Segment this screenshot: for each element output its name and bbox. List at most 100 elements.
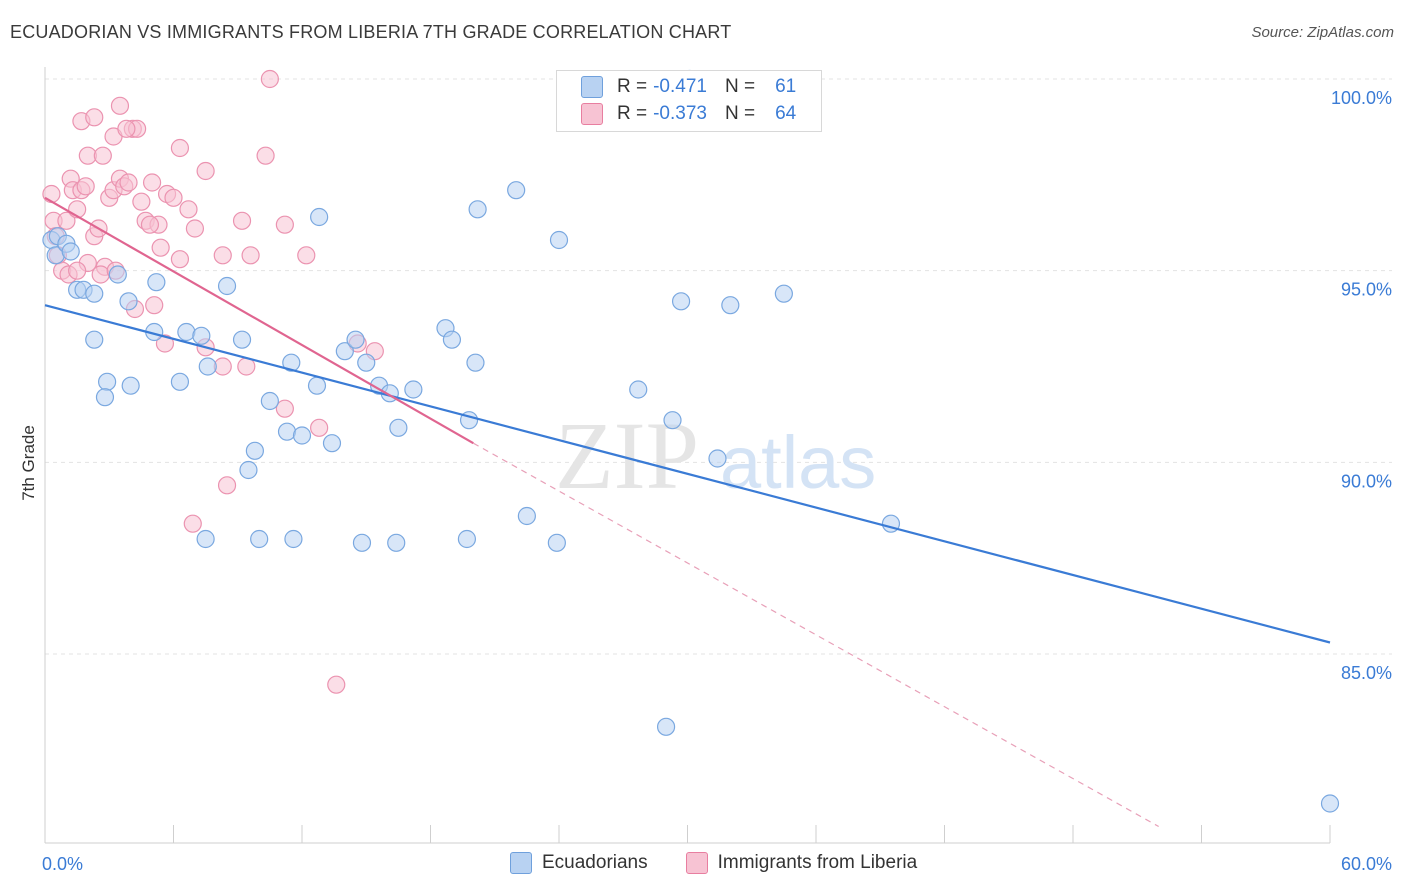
legend-r-label: R =: [617, 76, 648, 97]
point-liberia: [42, 184, 61, 204]
point-ecuadorian: [121, 376, 140, 395]
point-liberia: [145, 296, 164, 315]
y-tick-label: 95.0%: [1341, 280, 1392, 300]
legend-row-liberia: R = -0.373 N = 64: [581, 102, 796, 126]
point-ecuadorian: [239, 460, 258, 480]
point-ecuadorian: [108, 265, 127, 284]
point-liberia: [57, 211, 76, 230]
point-liberia: [119, 173, 138, 192]
point-ecuadorian: [721, 296, 740, 315]
legend-n-value: 64: [775, 103, 797, 124]
point-ecuadorian: [442, 330, 462, 349]
point-liberia: [93, 146, 112, 165]
legend-r-value: -0.373: [653, 103, 707, 124]
legend-swatch-blue: [581, 76, 603, 98]
point-ecuadorian: [708, 449, 727, 468]
legend-n-label: N =: [724, 103, 756, 124]
point-ecuadorian: [335, 342, 354, 361]
legend-n-value: 61: [775, 76, 797, 97]
point-liberia: [275, 399, 294, 418]
point-ecuadorian: [656, 717, 676, 736]
point-liberia: [217, 476, 237, 495]
point-ecuadorian: [468, 200, 487, 219]
trendline-ecuadorians: [44, 304, 1331, 644]
point-ecuadorian: [346, 330, 365, 349]
point-liberia: [275, 215, 294, 234]
point-ecuadorian: [260, 391, 279, 411]
point-ecuadorian: [250, 529, 269, 549]
point-ecuadorian: [61, 242, 80, 261]
point-ecuadorian: [322, 434, 342, 453]
point-liberia: [183, 514, 202, 533]
legend-swatch-pink: [685, 852, 708, 874]
point-ecuadorian: [357, 353, 376, 372]
point-ecuadorian: [277, 422, 297, 441]
point-ecuadorian: [389, 418, 408, 437]
point-ecuadorian: [292, 426, 312, 445]
point-ecuadorian: [284, 529, 303, 549]
point-ecuadorian: [307, 376, 327, 395]
point-ecuadorian: [85, 330, 104, 349]
point-ecuadorian: [404, 380, 423, 399]
legend-item-liberia: Immigrants from Liberia: [685, 852, 917, 874]
point-ecuadorian: [457, 529, 477, 549]
point-ecuadorian: [310, 207, 329, 227]
data-points: [42, 69, 1340, 813]
legend-row-ecuadorians: R = -0.471 N = 61: [581, 75, 796, 99]
point-ecuadorian: [177, 322, 196, 342]
y-tick-label: 90.0%: [1341, 471, 1392, 491]
point-ecuadorian: [198, 357, 217, 376]
source-note: Source: ZipAtlas.com: [1251, 24, 1394, 41]
legend-label-ecuadorians: Ecuadorians: [542, 852, 648, 873]
point-liberia: [310, 418, 329, 437]
point-ecuadorian: [170, 372, 190, 391]
point-ecuadorian: [245, 441, 264, 460]
legend-swatch-pink: [581, 103, 603, 125]
point-liberia: [185, 219, 205, 238]
point-ecuadorian: [119, 292, 138, 311]
legend-item-ecuadorians: Ecuadorians: [510, 852, 648, 874]
y-tick-label: 85.0%: [1341, 663, 1392, 683]
point-liberia: [91, 265, 110, 284]
legend-swatch-blue: [510, 852, 532, 874]
point-ecuadorian: [282, 353, 301, 372]
point-ecuadorian: [352, 533, 372, 552]
point-liberia: [170, 250, 190, 269]
legend-r-label: R =: [617, 103, 648, 124]
x-tick-label: 0.0%: [42, 854, 83, 874]
point-ecuadorian: [387, 533, 406, 552]
point-ecuadorian: [547, 533, 566, 552]
point-ecuadorian: [1320, 794, 1340, 813]
point-liberia: [140, 215, 160, 234]
point-ecuadorian: [147, 273, 166, 292]
point-liberia: [132, 192, 151, 211]
point-ecuadorian: [196, 529, 215, 549]
point-liberia: [232, 211, 252, 230]
point-liberia: [164, 188, 183, 207]
tick-labels: 85.0% 90.0% 95.0% 100.0% 0.0% 60.0%: [42, 88, 1392, 874]
point-liberia: [256, 146, 275, 165]
point-liberia: [241, 246, 260, 265]
point-liberia: [170, 138, 190, 158]
point-ecuadorian: [507, 181, 526, 200]
trendline-liberia-extension: [473, 442, 1159, 828]
point-ecuadorian: [95, 388, 115, 407]
point-ecuadorian: [671, 292, 691, 311]
correlation-legend: R = -0.471 N = 61 R = -0.373 N = 64: [556, 70, 822, 132]
point-liberia: [110, 96, 130, 115]
point-ecuadorian: [549, 230, 569, 250]
point-liberia: [117, 119, 136, 138]
point-ecuadorian: [774, 284, 793, 303]
chart-title: ECUADORIAN VS IMMIGRANTS FROM LIBERIA 7T…: [10, 22, 732, 42]
y-axis-label: 7th Grade: [19, 425, 38, 501]
watermark-atlas: atlas: [720, 421, 876, 504]
point-liberia: [76, 177, 95, 196]
trendline-liberia: [44, 196, 474, 445]
series-legend: Ecuadorians Immigrants from Liberia: [510, 852, 955, 874]
point-ecuadorian: [85, 284, 104, 303]
point-liberia: [327, 675, 346, 694]
trend-lines: [44, 196, 1331, 828]
point-liberia: [151, 238, 170, 257]
point-liberia: [68, 261, 87, 280]
